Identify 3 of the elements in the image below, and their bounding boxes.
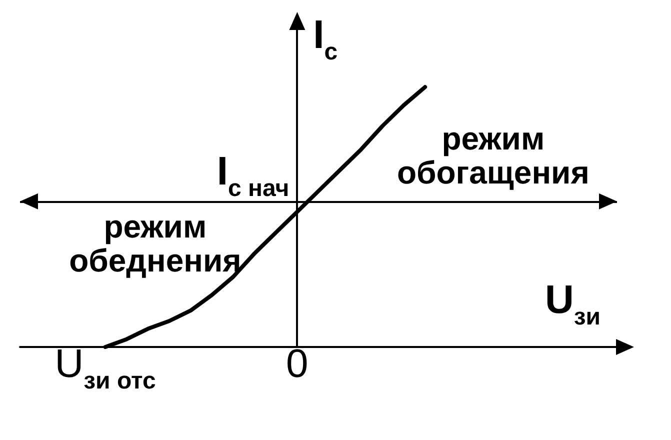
x-tick-label: 0	[286, 342, 308, 386]
annotation: режим обогащения	[396, 120, 590, 190]
annotation: режим обеднения	[69, 208, 242, 278]
